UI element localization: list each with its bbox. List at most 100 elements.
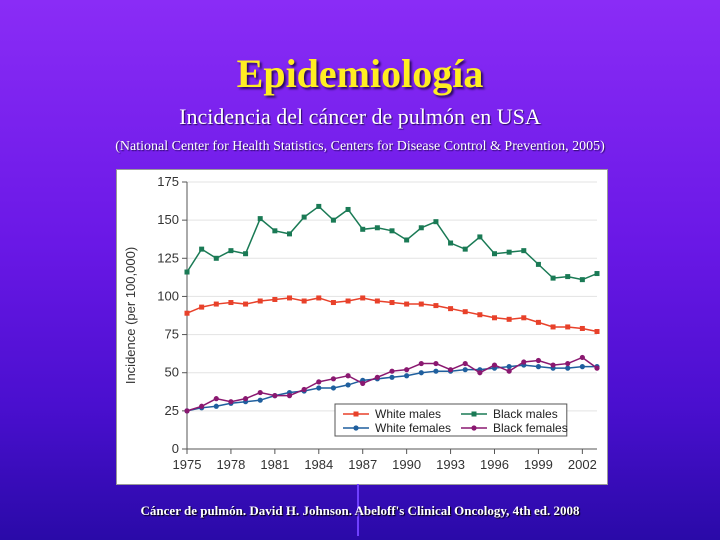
- data-point: [389, 228, 395, 234]
- data-point: [506, 249, 512, 255]
- data-point: [199, 246, 205, 252]
- data-point: [330, 376, 337, 382]
- slide-title: Epidemiología: [236, 51, 484, 96]
- data-point: [330, 217, 336, 223]
- data-point: [535, 357, 542, 364]
- data-point: [301, 298, 307, 304]
- data-point: [330, 300, 336, 306]
- y-tick-label: 0: [172, 441, 179, 456]
- data-point: [213, 301, 219, 307]
- data-point: [506, 316, 512, 322]
- y-tick-label: 100: [157, 288, 179, 303]
- data-point: [213, 255, 219, 261]
- data-point: [316, 379, 322, 385]
- data-point: [374, 225, 380, 231]
- data-point: [492, 315, 497, 321]
- data-point: [418, 360, 424, 367]
- data-point: [565, 274, 571, 280]
- data-point: [374, 298, 380, 304]
- data-point: [243, 251, 249, 257]
- data-point: [228, 399, 234, 405]
- legend-box: [334, 403, 568, 437]
- x-tick-label: 2002: [568, 457, 597, 472]
- data-point: [506, 368, 512, 374]
- data-point: [345, 298, 351, 304]
- x-tick-label: 1993: [436, 457, 465, 472]
- data-point: [579, 325, 585, 331]
- data-point: [433, 219, 439, 225]
- data-point: [316, 295, 322, 301]
- data-point: [579, 354, 585, 361]
- data-point: [301, 386, 307, 393]
- legend-label: Black females: [493, 421, 568, 435]
- y-axis-label: Incidence (per 100,000): [123, 247, 138, 384]
- legend-swatch-marker: [471, 425, 477, 431]
- legend-swatch-marker: [471, 411, 477, 417]
- legend-label: White males: [375, 407, 441, 421]
- data-point: [316, 203, 322, 209]
- x-tick-label: 1978: [216, 457, 245, 472]
- data-point: [184, 269, 190, 275]
- data-point: [345, 206, 351, 212]
- data-point: [257, 216, 263, 222]
- source-citation: (National Center for Health Statistics, …: [115, 139, 605, 154]
- divider-line: [357, 484, 359, 536]
- data-point: [257, 389, 263, 396]
- data-point: [213, 396, 219, 402]
- legend-label: White females: [375, 421, 451, 435]
- data-point: [492, 251, 497, 257]
- data-point: [418, 370, 424, 376]
- y-tick-label: 25: [165, 403, 179, 418]
- data-point: [433, 368, 439, 374]
- x-tick-label: 1975: [173, 457, 202, 472]
- x-tick-label: 1990: [392, 457, 421, 472]
- legend-label: Black males: [493, 407, 558, 421]
- data-point: [594, 329, 600, 335]
- data-point: [565, 360, 571, 367]
- data-point: [257, 298, 263, 304]
- data-point: [345, 373, 351, 379]
- data-point: [418, 301, 424, 307]
- data-point: [477, 312, 483, 318]
- chart-svg: 0 25 50 75 100 125 150 175 1975 1978 1981 1984 1987 1…: [123, 174, 600, 472]
- data-point: [521, 359, 527, 365]
- data-point: [448, 306, 454, 312]
- data-point: [272, 296, 278, 302]
- data-point: [184, 408, 190, 414]
- data-point: [579, 277, 585, 283]
- data-point: [360, 295, 366, 301]
- data-point: [301, 214, 307, 220]
- data-point: [404, 237, 410, 243]
- data-point: [404, 301, 410, 307]
- y-tick-label: 150: [157, 212, 179, 227]
- data-point: [360, 380, 366, 386]
- data-point: [374, 374, 380, 380]
- y-tick-label: 75: [165, 327, 179, 342]
- data-point: [389, 300, 395, 306]
- data-point: [389, 374, 395, 380]
- data-point: [521, 315, 527, 321]
- data-point: [565, 324, 571, 330]
- data-point: [404, 367, 410, 373]
- data-point: [242, 396, 249, 402]
- x-tick-label: 1996: [480, 457, 509, 472]
- data-point: [477, 234, 483, 240]
- data-point: [462, 309, 468, 315]
- data-point: [360, 226, 366, 232]
- data-point: [199, 403, 205, 409]
- data-point: [448, 240, 454, 246]
- data-point: [506, 364, 512, 370]
- data-point: [228, 248, 234, 254]
- data-point: [594, 271, 600, 277]
- data-point: [213, 403, 219, 409]
- data-point: [316, 385, 322, 391]
- data-point: [565, 365, 571, 371]
- data-point: [535, 364, 542, 370]
- x-tick-label: 1981: [260, 457, 289, 472]
- data-point: [579, 364, 585, 370]
- incidence-chart: 0 25 50 75 100 125 150 175 1975 1978 1981 1984 1987 1…: [116, 169, 608, 485]
- data-point: [228, 300, 234, 306]
- data-point: [462, 360, 468, 367]
- data-point: [433, 360, 439, 367]
- y-tick-label: 125: [157, 250, 179, 265]
